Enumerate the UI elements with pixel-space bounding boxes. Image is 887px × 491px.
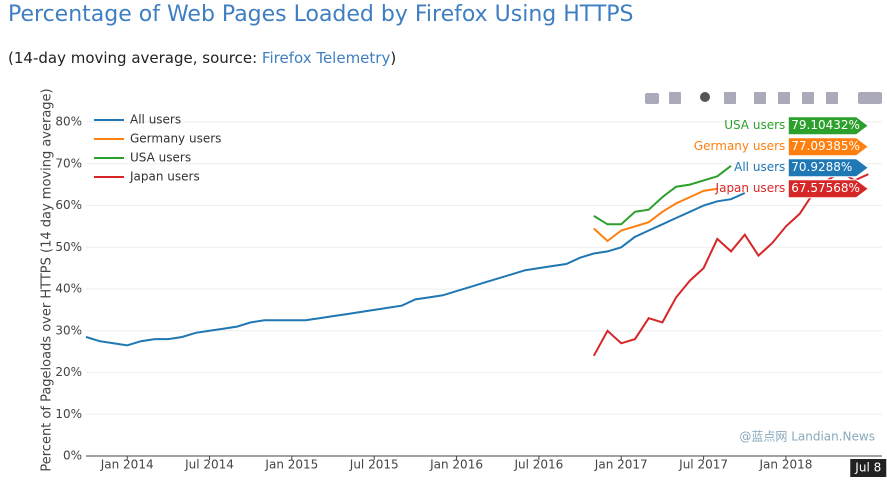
- x-tick-label: Jan 2014: [100, 458, 154, 472]
- hover-value: 70.9288%: [791, 160, 852, 174]
- hover-box: [787, 179, 870, 199]
- y-tick-label: 20%: [55, 365, 82, 379]
- x-tick-label: Jan 2015: [264, 458, 318, 472]
- hover-box: [787, 158, 870, 178]
- y-tick-label: 40%: [55, 282, 82, 296]
- hover-box: [787, 116, 870, 136]
- zoom-out-icon[interactable]: [778, 92, 790, 104]
- series-line: [593, 165, 732, 226]
- subtitle: (14-day moving average, source: Firefox …: [8, 49, 396, 67]
- x-tick-label: Jul 2015: [349, 458, 399, 472]
- legend-label: USA users: [130, 151, 191, 165]
- subtitle-link[interactable]: Firefox Telemetry: [262, 49, 391, 67]
- hover-name: All users: [734, 160, 785, 174]
- hover-name: Germany users: [694, 139, 785, 153]
- legend-label: All users: [130, 113, 181, 127]
- y-tick-label: 70%: [55, 156, 82, 170]
- hover-value: 77.09385%: [791, 139, 860, 153]
- y-tick-label: 0%: [63, 449, 82, 463]
- y-tick-label: 60%: [55, 198, 82, 212]
- save-icon[interactable]: [669, 92, 681, 104]
- hover-name: Japan users: [715, 181, 786, 195]
- hover-value: 79.10432%: [791, 118, 860, 132]
- chart-title: Percentage of Web Pages Loaded by Firefo…: [8, 2, 634, 27]
- plotly-logo[interactable]: [858, 92, 882, 104]
- y-tick-label: 80%: [55, 115, 82, 129]
- pan-icon[interactable]: [724, 92, 736, 104]
- subtitle-text: (14-day moving average, source:: [8, 49, 262, 67]
- x-tick-label: Jul 2017: [678, 458, 728, 472]
- zoom-icon[interactable]: [700, 92, 710, 102]
- series-line: [593, 187, 718, 243]
- y-tick-label: 50%: [55, 240, 82, 254]
- series-line: [85, 192, 746, 347]
- hover-x-box: [850, 459, 887, 477]
- camera-icon[interactable]: [645, 93, 659, 104]
- autoscale-icon[interactable]: [802, 92, 814, 104]
- x-tick-label: Jan 2018: [759, 458, 813, 472]
- subtitle-end: ): [390, 49, 396, 67]
- hover-value: 67.57568%: [791, 181, 860, 195]
- x-tick-label: Jan 2016: [429, 458, 483, 472]
- hover-box: [787, 137, 870, 157]
- modebar: [645, 92, 882, 104]
- y-axis-title: Percent of Pageloads over HTTPS (14 day …: [40, 88, 55, 471]
- hover-x-label: Jul 8: [854, 461, 881, 475]
- watermark: @蓝点网 Landian.News: [739, 430, 875, 444]
- legend-label: Germany users: [130, 132, 221, 146]
- x-tick-label: Jul 2014: [184, 458, 234, 472]
- zoom-in-icon[interactable]: [754, 92, 766, 104]
- x-tick-label: Jan 2017: [594, 458, 648, 472]
- y-tick-label: 30%: [55, 323, 82, 337]
- hover-name: USA users: [724, 118, 785, 132]
- x-tick-label: Jul 2016: [513, 458, 563, 472]
- y-tick-label: 10%: [55, 407, 82, 421]
- legend-label: Japan users: [129, 170, 200, 184]
- reset-icon[interactable]: [826, 92, 838, 104]
